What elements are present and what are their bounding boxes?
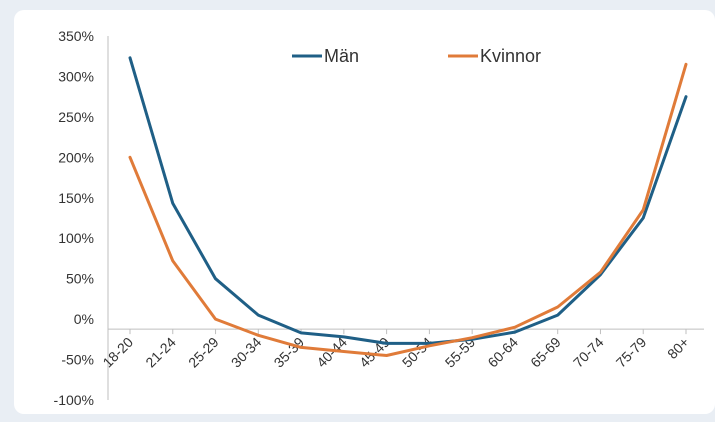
y-tick-label: 0% <box>74 311 94 327</box>
x-tick-label: 80+ <box>664 334 692 362</box>
legend-label: Män <box>324 46 359 66</box>
x-tick-label: 21-24 <box>142 334 179 371</box>
series-line-män <box>128 56 688 345</box>
y-axis: 350% 300% 250% 200% 150% 100% 50% 0% -50% -100% <box>54 28 109 408</box>
x-tick-label: 65-69 <box>527 334 564 371</box>
legend-label: Kvinnor <box>480 46 541 66</box>
y-tick-label: 50% <box>66 271 94 287</box>
y-tick-label: 350% <box>58 28 94 44</box>
line-chart: 350% 300% 250% 200% 150% 100% 50% 0% -50% -100% 1… <box>54 28 704 408</box>
x-tick-label: 75-79 <box>613 334 650 371</box>
x-tick-label: 25-29 <box>185 334 222 371</box>
chart-card: 350% 300% 250% 200% 150% 100% 50% 0% -50% -100% 1… <box>14 10 715 414</box>
y-tick-label: 100% <box>58 230 94 246</box>
y-tick-label: 150% <box>58 190 94 206</box>
x-tick-label: 30-34 <box>228 334 265 371</box>
x-axis: 18-20 21-24 25-29 30-34 35-39 40-44 45-49 50-54… <box>99 328 704 371</box>
y-tick-label: -100% <box>54 392 94 408</box>
legend: Män Kvinnor <box>292 46 541 66</box>
y-tick-label: 300% <box>58 68 94 84</box>
y-tick-label: 250% <box>58 109 94 125</box>
x-tick-label: 18-20 <box>99 334 136 371</box>
x-tick-label: 70-74 <box>570 334 607 371</box>
y-tick-label: 200% <box>58 149 94 165</box>
series-line-kvinnor <box>128 62 688 357</box>
series-lines <box>128 56 688 357</box>
y-tick-label: -50% <box>61 352 94 368</box>
x-tick-label: 60-64 <box>484 334 521 371</box>
